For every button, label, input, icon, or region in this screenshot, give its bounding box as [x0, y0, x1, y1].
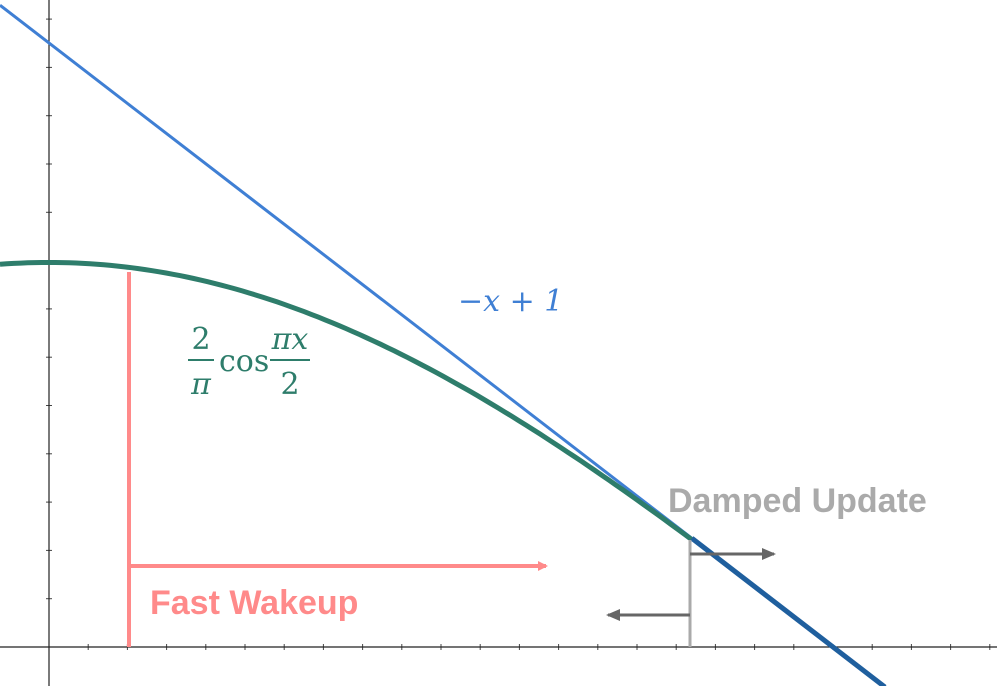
denominator: 2 — [280, 367, 299, 402]
denominator: π — [190, 367, 212, 402]
damped-label: Damped Update — [668, 482, 927, 520]
line-label: −x + 1 — [458, 284, 563, 319]
cos-curve — [0, 260, 694, 542]
tangent-line — [0, 4, 693, 540]
axis-ticks — [46, 18, 991, 650]
function: cos — [219, 344, 269, 379]
numerator: 2 — [191, 322, 210, 357]
numerator: πx — [271, 322, 309, 357]
curve-label: 2 π cos πx 2 — [188, 322, 310, 402]
merged-line — [690, 536, 887, 686]
fast-label: Fast Wakeup — [150, 584, 358, 622]
